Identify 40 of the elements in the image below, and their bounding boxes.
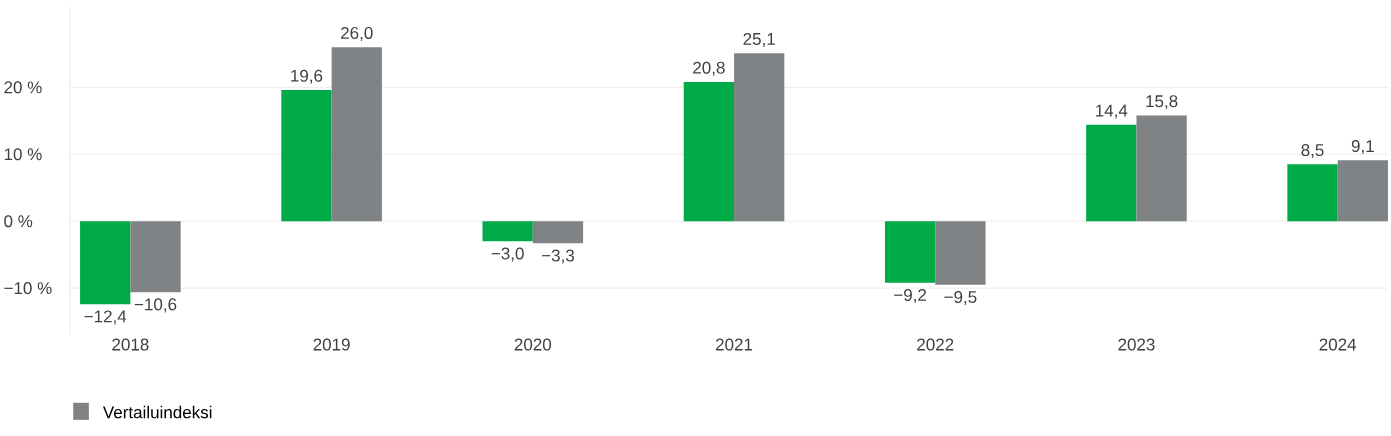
legend-label: Vertailuindeksi (102, 405, 212, 419)
x-tick-label: 2021 (715, 338, 753, 351)
x-tick-label: 2023 (1118, 338, 1155, 351)
bar (683, 81, 735, 222)
y-tick-label: 10 % (4, 148, 42, 161)
data-label: −3,0 (491, 247, 524, 262)
x-tick-label: 2022 (917, 338, 954, 351)
y-tick-label: 20 % (4, 81, 42, 94)
bar (281, 90, 332, 222)
y-tick-label: 0 % (4, 215, 33, 228)
x-tick-label: 2019 (313, 338, 350, 351)
data-label: 19,6 (291, 69, 323, 84)
data-label: 25,1 (743, 32, 775, 47)
bar (884, 221, 936, 283)
bar (1136, 115, 1187, 222)
bar (1287, 164, 1338, 222)
data-label: 14,4 (1096, 104, 1128, 119)
bar (1337, 160, 1388, 222)
bar (935, 221, 986, 285)
bar (532, 221, 584, 244)
data-label: −12,4 (84, 310, 127, 325)
data-label: 8,5 (1301, 144, 1324, 159)
y-tick-label: −10 % (4, 282, 52, 295)
data-label: −9,2 (894, 288, 927, 304)
bar (734, 53, 785, 222)
x-tick-label: 2024 (1319, 338, 1357, 351)
bar (1086, 124, 1137, 222)
x-tick-label: 2018 (112, 338, 149, 351)
bar (130, 221, 181, 293)
data-label: 9,1 (1351, 140, 1374, 155)
data-label: −3,3 (542, 249, 574, 264)
data-label: 26,0 (341, 26, 373, 41)
data-label: −10,6 (134, 298, 177, 313)
x-tick-label: 2020 (514, 338, 552, 351)
bar (80, 221, 131, 305)
data-label: 15,8 (1146, 95, 1178, 110)
data-label: 20,8 (693, 61, 725, 76)
data-label: −9,5 (944, 290, 977, 306)
bar (331, 47, 382, 222)
bar (482, 221, 533, 242)
